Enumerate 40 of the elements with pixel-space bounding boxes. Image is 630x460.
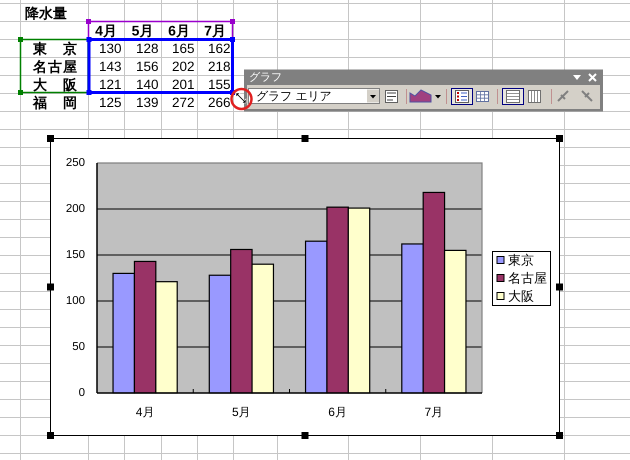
x-tick-label: 5月 xyxy=(132,22,154,38)
data-label: 156 xyxy=(136,59,158,74)
x-tick-label: 5月 xyxy=(232,405,251,419)
data-label: 266 xyxy=(208,95,230,110)
data-label: 139 xyxy=(136,95,158,110)
y-tick-label: 50 xyxy=(72,341,85,353)
legend-label: 大阪 xyxy=(508,288,534,304)
y-tick-label: 200 xyxy=(66,203,85,215)
text: グラフ エリア xyxy=(256,89,332,103)
x-tick-label: 6月 xyxy=(168,22,190,38)
data-label: 125 xyxy=(98,95,122,110)
data-label: 130 xyxy=(98,41,122,56)
y-tick-label: 東京 xyxy=(32,40,77,56)
legend-label: 東京 xyxy=(508,252,534,268)
data-label: 272 xyxy=(172,95,194,110)
data-label: 121 xyxy=(98,77,122,92)
text: グラフ xyxy=(249,72,282,84)
data-label: 155 xyxy=(208,77,230,92)
y-tick-label: 150 xyxy=(66,249,85,261)
y-tick-label: 0 xyxy=(78,387,85,399)
y-tick-label: 大阪 xyxy=(33,76,78,92)
y-tick-label: 100 xyxy=(66,295,85,307)
y-tick-label: 250 xyxy=(66,157,85,169)
x-tick-label: 7月 xyxy=(424,405,444,419)
x-tick-label: 7月 xyxy=(204,22,226,38)
data-label: 165 xyxy=(172,41,194,56)
y-tick-label: 名古屋 xyxy=(32,58,77,74)
legend-label: 名古屋 xyxy=(508,270,547,286)
chart-title: 降水量 xyxy=(25,5,67,21)
x-tick-label: 4月 xyxy=(95,22,117,38)
x-tick-label: 4月 xyxy=(136,405,154,419)
data-label: 201 xyxy=(172,77,194,92)
data-label: 143 xyxy=(98,59,122,74)
data-label: 202 xyxy=(172,59,194,74)
x-tick-label: 6月 xyxy=(328,405,347,419)
data-label: 218 xyxy=(208,59,230,74)
data-label: 162 xyxy=(208,41,230,56)
data-label: 140 xyxy=(136,77,158,92)
data-label: 128 xyxy=(136,41,158,56)
y-tick-label: 福岡 xyxy=(32,94,77,110)
